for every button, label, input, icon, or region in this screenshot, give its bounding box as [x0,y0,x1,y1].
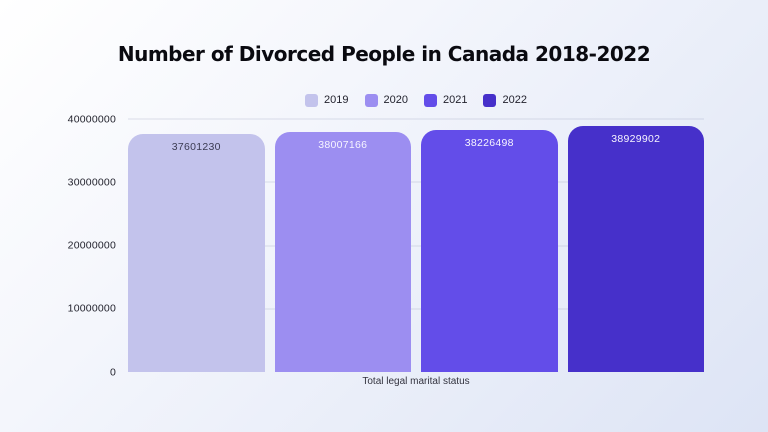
y-axis: 0 10000000 20000000 30000000 40000000 [20,114,120,377]
bar-value-label: 38007166 [318,138,368,151]
y-tick-label: 20000000 [67,239,116,252]
y-tick-label: 40000000 [67,112,116,125]
legend-item-2021: 2021 [424,93,468,107]
y-tick-label: 30000000 [67,176,116,188]
legend-swatch-icon [305,93,319,107]
bar-2021: 38226498 [421,130,558,372]
legend-label: 2021 [443,93,468,106]
bar-2022: 38929902 [567,125,704,372]
gridline [128,308,704,310]
legend-item-2019: 2019 [305,93,349,107]
chart-title: Number of Divorced People in Canada 2018… [117,42,651,66]
bar-2020: 38007166 [274,131,411,372]
legend-label: 2019 [324,93,349,106]
bar-group: 37601230 38007166 38226498 38929902 [128,119,704,372]
legend-item-2020: 2020 [364,93,408,107]
gridline [128,181,704,183]
y-tick-label: 0 [109,365,116,378]
legend-label: 2022 [502,93,527,106]
gridline [128,118,704,120]
legend: 2019 2020 2021 2022 [128,93,704,107]
gridline [128,245,704,246]
plot-area: 37601230 38007166 38226498 38929902 [128,118,704,372]
bar-2019: 37601230 [128,134,265,372]
y-tick-label: 10000000 [67,302,116,315]
legend-swatch-icon [364,93,378,107]
bar-value-label: 38929902 [611,132,661,145]
gridlines [128,118,704,372]
legend-item-2022: 2022 [483,93,527,107]
legend-swatch-icon [424,93,437,107]
bar-value-label: 38226498 [464,137,514,150]
bar-value-label: 37601230 [171,141,221,154]
legend-swatch-icon [483,93,497,107]
x-axis-label: Total legal marital status [362,376,470,387]
legend-label: 2020 [383,93,408,106]
